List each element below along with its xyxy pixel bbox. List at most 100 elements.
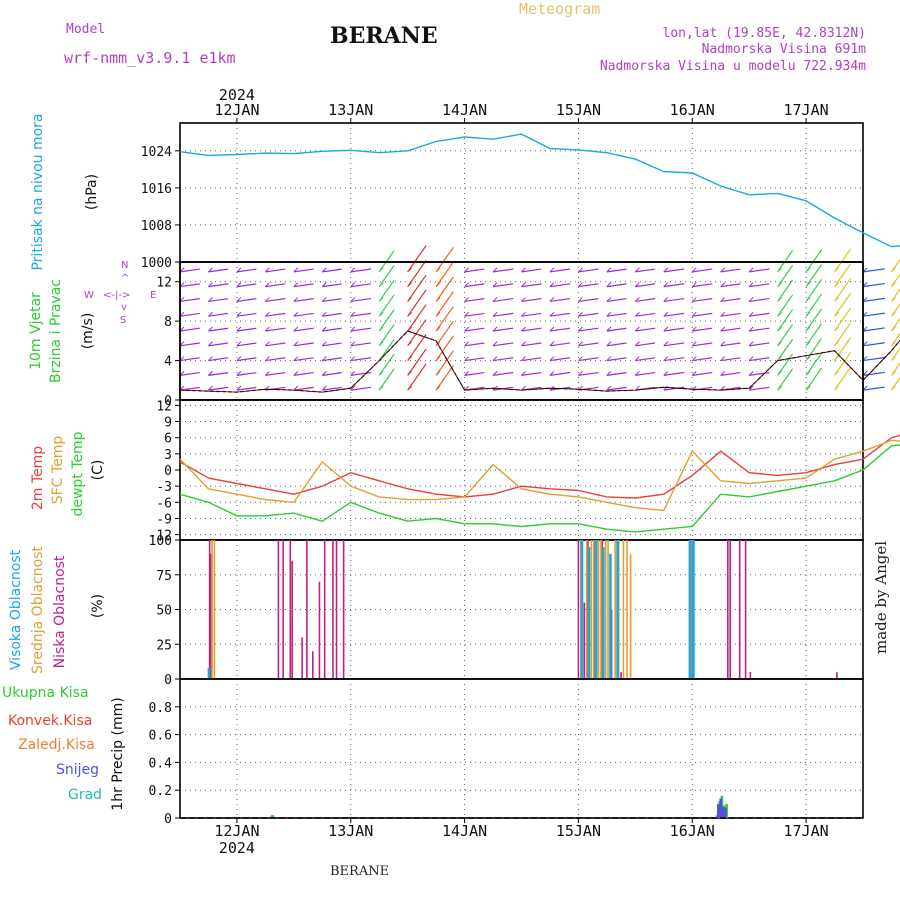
wind-barb-tick	[350, 385, 356, 391]
wind-barb	[435, 276, 454, 302]
wind-barb	[635, 357, 656, 362]
wind-barb-tick	[321, 326, 327, 332]
wind-barb	[179, 342, 200, 347]
wind-barb-tick	[549, 371, 555, 376]
wind-barb	[407, 348, 427, 376]
wind-barb	[521, 298, 542, 303]
precip-legend-item: Snijeg	[56, 762, 99, 778]
wind-barb	[350, 386, 372, 391]
wind-barb-tick	[805, 282, 811, 287]
wind-barb	[549, 297, 571, 303]
wind-barb	[407, 363, 427, 391]
wind-barb	[663, 342, 685, 347]
wind-barb-column	[862, 267, 885, 391]
wind-barb	[720, 268, 741, 273]
wind-barb	[435, 365, 454, 391]
wind-barb-tick	[236, 356, 242, 361]
wind-barb-tick	[606, 356, 612, 361]
wind-barb-tick	[663, 282, 669, 287]
wind-barb	[862, 386, 885, 391]
top-year-label: 2024	[219, 86, 255, 104]
wind-barb	[777, 338, 794, 361]
wind-barb-tick	[834, 385, 839, 391]
wind-barb	[749, 297, 770, 303]
wind-barb	[521, 312, 542, 317]
wind-barb-tick	[891, 341, 896, 347]
wind-barb-tick	[891, 297, 896, 302]
wind-barb-tick	[634, 326, 640, 332]
wind-barb-tick	[208, 371, 213, 376]
wind-barb-tick	[549, 326, 555, 332]
wind-barb-tick	[578, 356, 583, 361]
wind-barb	[720, 342, 741, 347]
wind-barb	[606, 312, 627, 317]
wind-barb-tick	[407, 385, 413, 391]
wind-barb-tick	[407, 356, 413, 361]
y-tick-label: 3	[164, 448, 172, 463]
wind-barb-tick	[435, 326, 441, 332]
wind-barb	[236, 268, 257, 273]
bottom-year-label: 2024	[219, 839, 255, 857]
wind-barb-tick	[634, 297, 640, 302]
wind-barb-tick	[208, 385, 213, 391]
wind-barb	[635, 327, 656, 332]
wind-barb	[407, 274, 427, 302]
wind-barb	[578, 371, 599, 376]
temp-ylabel-dewpt: dewpt Temp	[70, 431, 86, 516]
compass-w: W	[84, 290, 94, 301]
wind-barb	[777, 368, 794, 391]
wind-ylabel-2: Brzina i Pravac	[48, 279, 64, 383]
wind-barb	[208, 283, 229, 288]
wind-barb	[492, 371, 514, 376]
wind-barb	[208, 268, 229, 273]
wind-barb-column	[578, 267, 599, 391]
wind-barb	[663, 283, 685, 288]
wind-barb	[407, 304, 427, 332]
wind-barb	[692, 283, 713, 288]
y-tick-label: 0	[164, 464, 172, 479]
wind-barb	[749, 357, 770, 362]
wind-barb-tick	[265, 282, 270, 287]
wind-barb-tick	[236, 297, 242, 302]
wind-barb-tick	[549, 297, 555, 302]
wind-barb	[179, 327, 200, 332]
precip-legend-item: Konvek.Kisa	[8, 713, 92, 729]
wind-barb	[606, 357, 627, 362]
wind-barb-column	[378, 250, 395, 391]
wind-barb-tick	[521, 311, 526, 317]
wind-barb-tick	[606, 297, 612, 302]
wind-barb-tick	[691, 297, 697, 302]
wind-barb-tick	[293, 297, 299, 302]
wind-barb-tick	[321, 282, 327, 287]
wind-barb-tick	[236, 385, 242, 391]
wind-barb-tick	[606, 267, 612, 273]
precip-legend-item: Grad	[68, 787, 102, 803]
model-elevation-label: Nadmorska Visina u modelu 722.934m	[600, 59, 866, 74]
wind-barb-tick	[236, 282, 242, 287]
wind-barb-tick	[407, 326, 413, 332]
wind-barb-tick	[634, 311, 640, 317]
wind-barb-tick	[720, 297, 726, 302]
wind-barb-tick	[834, 326, 839, 332]
wind-barb-column	[720, 267, 741, 391]
wind-barb-tick	[378, 297, 384, 302]
wind-barb-tick	[492, 326, 498, 332]
wind-barb	[521, 268, 542, 273]
wind-barb-tick	[606, 385, 612, 391]
wind-barb-tick	[805, 311, 811, 317]
wind-barb	[692, 357, 713, 362]
wind-barb	[293, 371, 314, 376]
wind-barb-tick	[350, 267, 356, 273]
wind-barb-tick	[236, 326, 242, 332]
wind-barb-tick	[777, 326, 782, 332]
wind-barb-tick	[891, 311, 896, 317]
wind-barb	[236, 312, 257, 317]
wind-barb	[322, 386, 342, 391]
wind-barb	[293, 268, 314, 273]
wind-barb	[293, 357, 314, 362]
wind-barb	[179, 268, 200, 273]
compass-e: E	[150, 290, 156, 301]
wind-barb	[692, 327, 713, 332]
wind-barb-tick	[350, 356, 356, 361]
